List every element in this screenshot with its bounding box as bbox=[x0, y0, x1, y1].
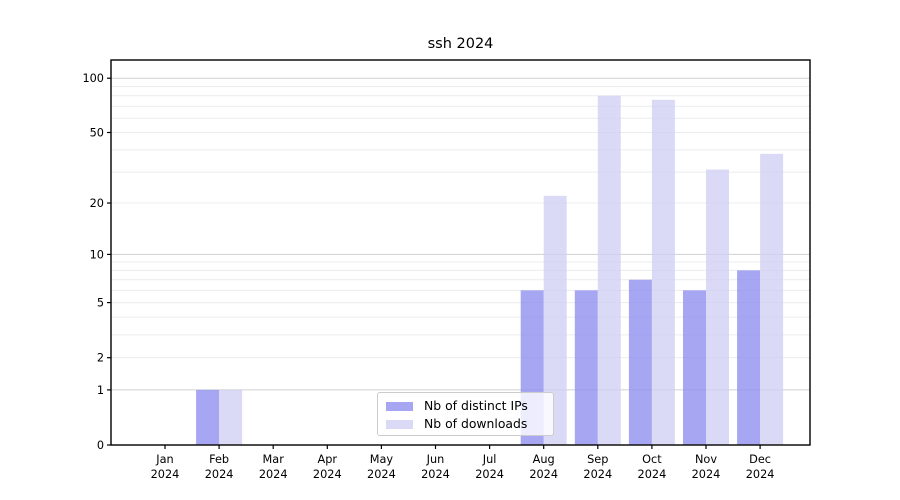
x-axis: Jan 2024 Feb 2024 Mar 2024 Apr 2024 May 2024 Jun 20… bbox=[151, 445, 775, 481]
x-tick-label-month: Dec bbox=[749, 453, 771, 466]
x-tick-label-month: Oct bbox=[642, 453, 662, 466]
x-tick-label-year: 2024 bbox=[151, 468, 180, 481]
x-tick-label-month: May bbox=[370, 453, 394, 466]
x-tick-label-month: Nov bbox=[695, 453, 717, 466]
bar-distinct-ips-sep bbox=[574, 290, 598, 445]
bar-downloads-feb bbox=[219, 389, 243, 445]
bar-distinct-ips-oct bbox=[628, 279, 652, 445]
x-tick-label-year: 2024 bbox=[529, 468, 558, 481]
x-tick-label-year: 2024 bbox=[692, 468, 721, 481]
bar-downloads-oct bbox=[651, 99, 675, 445]
y-tick-label: 2 bbox=[97, 352, 104, 365]
x-tick-label-year: 2024 bbox=[746, 468, 775, 481]
x-tick-label-year: 2024 bbox=[313, 468, 342, 481]
bar-downloads-aug bbox=[543, 195, 567, 445]
x-tick-label-month: Jan bbox=[155, 453, 173, 466]
x-tick-label-year: 2024 bbox=[475, 468, 504, 481]
x-tick-label-year: 2024 bbox=[259, 468, 288, 481]
legend: Nb of distinct IPs Nb of downloads bbox=[377, 392, 554, 436]
gridlines bbox=[111, 77, 810, 391]
x-tick-label-year: 2024 bbox=[638, 468, 667, 481]
legend-item-distinct-ips: Nb of distinct IPs bbox=[386, 397, 553, 415]
bar-downloads-dec bbox=[760, 153, 784, 445]
plot-border bbox=[110, 59, 811, 446]
chart-title: ssh 2024 bbox=[427, 36, 494, 52]
x-tick-label-month: Jun bbox=[426, 453, 445, 466]
x-tick-label-month: Jul bbox=[482, 453, 497, 466]
bar-distinct-ips-feb bbox=[196, 389, 220, 445]
x-tick-label-month: Sep bbox=[587, 453, 608, 466]
x-tick-label-month: Mar bbox=[263, 453, 285, 466]
x-tick-label-month: Apr bbox=[318, 453, 338, 466]
bar-downloads-sep bbox=[597, 95, 621, 445]
legend-item-downloads: Nb of downloads bbox=[386, 415, 553, 433]
bar-distinct-ips-dec bbox=[737, 270, 761, 445]
bar-distinct-ips-nov bbox=[683, 290, 706, 445]
legend-label-downloads: Nb of downloads bbox=[424, 416, 528, 431]
y-tick-label: 1 bbox=[97, 384, 104, 397]
bars-group bbox=[196, 95, 784, 445]
y-tick-label: 10 bbox=[90, 248, 104, 261]
x-tick-label-year: 2024 bbox=[205, 468, 234, 481]
legend-swatch-downloads-icon bbox=[386, 419, 413, 429]
x-tick-label-year: 2024 bbox=[583, 468, 612, 481]
y-tick-label: 100 bbox=[82, 72, 104, 85]
legend-label-distinct-ips: Nb of distinct IPs bbox=[424, 398, 528, 413]
y-tick-label: 0 bbox=[97, 439, 104, 452]
x-tick-label-month: Feb bbox=[209, 453, 229, 466]
y-tick-label: 20 bbox=[90, 197, 104, 210]
bar-downloads-nov bbox=[706, 169, 729, 445]
x-tick-label-year: 2024 bbox=[421, 468, 450, 481]
y-tick-label: 50 bbox=[90, 127, 104, 140]
y-tick-label: 5 bbox=[97, 297, 104, 310]
y-axis: 0 1 2 5 10 20 50 100 bbox=[82, 72, 111, 452]
x-tick-label-year: 2024 bbox=[367, 468, 396, 481]
legend-swatch-ips-icon bbox=[386, 401, 413, 411]
x-tick-label-month: Aug bbox=[533, 453, 555, 466]
